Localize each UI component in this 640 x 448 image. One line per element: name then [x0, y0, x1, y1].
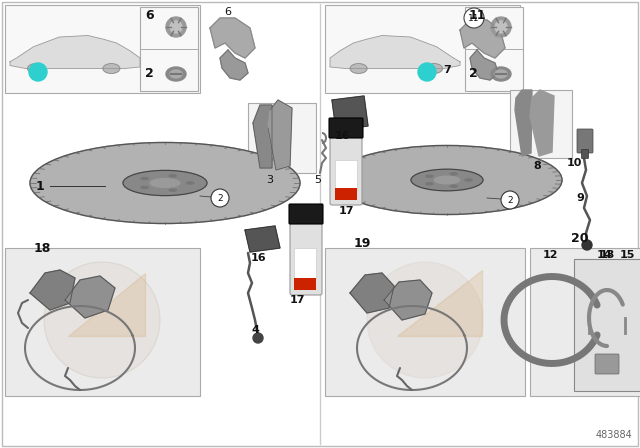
Polygon shape [515, 90, 532, 156]
Text: 19: 19 [353, 237, 371, 250]
Ellipse shape [332, 146, 562, 215]
Text: 16: 16 [250, 253, 266, 263]
FancyBboxPatch shape [289, 204, 323, 224]
FancyBboxPatch shape [5, 248, 200, 396]
FancyBboxPatch shape [294, 278, 316, 290]
Text: 4: 4 [251, 325, 259, 335]
Circle shape [367, 262, 483, 378]
FancyBboxPatch shape [325, 248, 525, 396]
Text: 7: 7 [443, 65, 451, 75]
Circle shape [29, 63, 47, 81]
Ellipse shape [103, 64, 120, 73]
Ellipse shape [491, 67, 511, 81]
Text: 6: 6 [145, 9, 154, 22]
FancyBboxPatch shape [5, 5, 200, 93]
Ellipse shape [150, 179, 180, 187]
Text: 3: 3 [266, 175, 273, 185]
Text: 2: 2 [217, 194, 223, 202]
Ellipse shape [450, 173, 457, 175]
Text: 11: 11 [468, 13, 480, 22]
Ellipse shape [141, 177, 148, 180]
Polygon shape [210, 18, 255, 58]
Polygon shape [65, 276, 115, 318]
Circle shape [491, 17, 511, 37]
Ellipse shape [123, 170, 207, 196]
Text: 15: 15 [620, 250, 635, 260]
Polygon shape [530, 90, 554, 156]
Text: 8: 8 [533, 161, 541, 171]
Polygon shape [268, 100, 292, 170]
Ellipse shape [170, 175, 176, 177]
Text: 18: 18 [33, 241, 51, 254]
Circle shape [170, 21, 182, 33]
Ellipse shape [426, 64, 442, 73]
Text: 16: 16 [334, 131, 350, 141]
Ellipse shape [465, 179, 472, 181]
Ellipse shape [411, 169, 483, 191]
Ellipse shape [426, 175, 433, 177]
Polygon shape [460, 20, 505, 58]
Circle shape [582, 240, 592, 250]
FancyBboxPatch shape [530, 248, 640, 396]
FancyBboxPatch shape [577, 129, 593, 153]
Polygon shape [330, 35, 460, 69]
Text: 5: 5 [314, 175, 321, 185]
FancyBboxPatch shape [510, 90, 572, 158]
Text: 1: 1 [36, 180, 44, 193]
Ellipse shape [450, 185, 457, 187]
Polygon shape [30, 270, 75, 310]
FancyBboxPatch shape [140, 7, 198, 91]
Text: 2: 2 [507, 195, 513, 204]
Circle shape [501, 191, 519, 209]
FancyBboxPatch shape [574, 259, 640, 391]
Text: 12: 12 [542, 250, 557, 260]
FancyBboxPatch shape [294, 248, 316, 278]
Polygon shape [470, 50, 498, 80]
FancyBboxPatch shape [595, 354, 619, 374]
Text: 6: 6 [225, 7, 232, 17]
Polygon shape [332, 96, 368, 130]
Polygon shape [220, 50, 248, 80]
FancyBboxPatch shape [582, 150, 589, 159]
Polygon shape [350, 273, 394, 313]
Circle shape [253, 333, 263, 343]
Text: 2: 2 [469, 66, 477, 79]
Text: 11: 11 [469, 9, 486, 22]
Circle shape [211, 189, 229, 207]
FancyBboxPatch shape [325, 5, 520, 93]
Ellipse shape [350, 64, 367, 73]
Polygon shape [253, 105, 272, 168]
Text: 13: 13 [599, 250, 614, 260]
FancyBboxPatch shape [329, 118, 363, 138]
FancyBboxPatch shape [248, 103, 316, 173]
Ellipse shape [30, 142, 300, 224]
Text: 17: 17 [339, 206, 354, 216]
Polygon shape [10, 35, 140, 69]
FancyBboxPatch shape [335, 160, 357, 190]
Polygon shape [384, 280, 432, 320]
Circle shape [464, 8, 484, 28]
FancyBboxPatch shape [465, 7, 523, 91]
FancyBboxPatch shape [290, 219, 322, 295]
Ellipse shape [435, 176, 460, 184]
Ellipse shape [166, 67, 186, 81]
Circle shape [495, 21, 507, 33]
Text: 10: 10 [566, 158, 582, 168]
Polygon shape [397, 270, 482, 336]
Text: 20: 20 [572, 232, 589, 245]
Ellipse shape [170, 189, 176, 191]
Text: 9: 9 [576, 193, 584, 203]
Ellipse shape [187, 182, 194, 184]
Text: 483884: 483884 [595, 430, 632, 440]
Polygon shape [245, 226, 280, 252]
Ellipse shape [426, 183, 433, 185]
Circle shape [418, 63, 436, 81]
Ellipse shape [495, 70, 507, 78]
Ellipse shape [170, 70, 182, 78]
FancyBboxPatch shape [330, 133, 362, 205]
Circle shape [166, 17, 186, 37]
Text: 17: 17 [289, 295, 305, 305]
Ellipse shape [141, 186, 148, 189]
Ellipse shape [28, 64, 44, 73]
